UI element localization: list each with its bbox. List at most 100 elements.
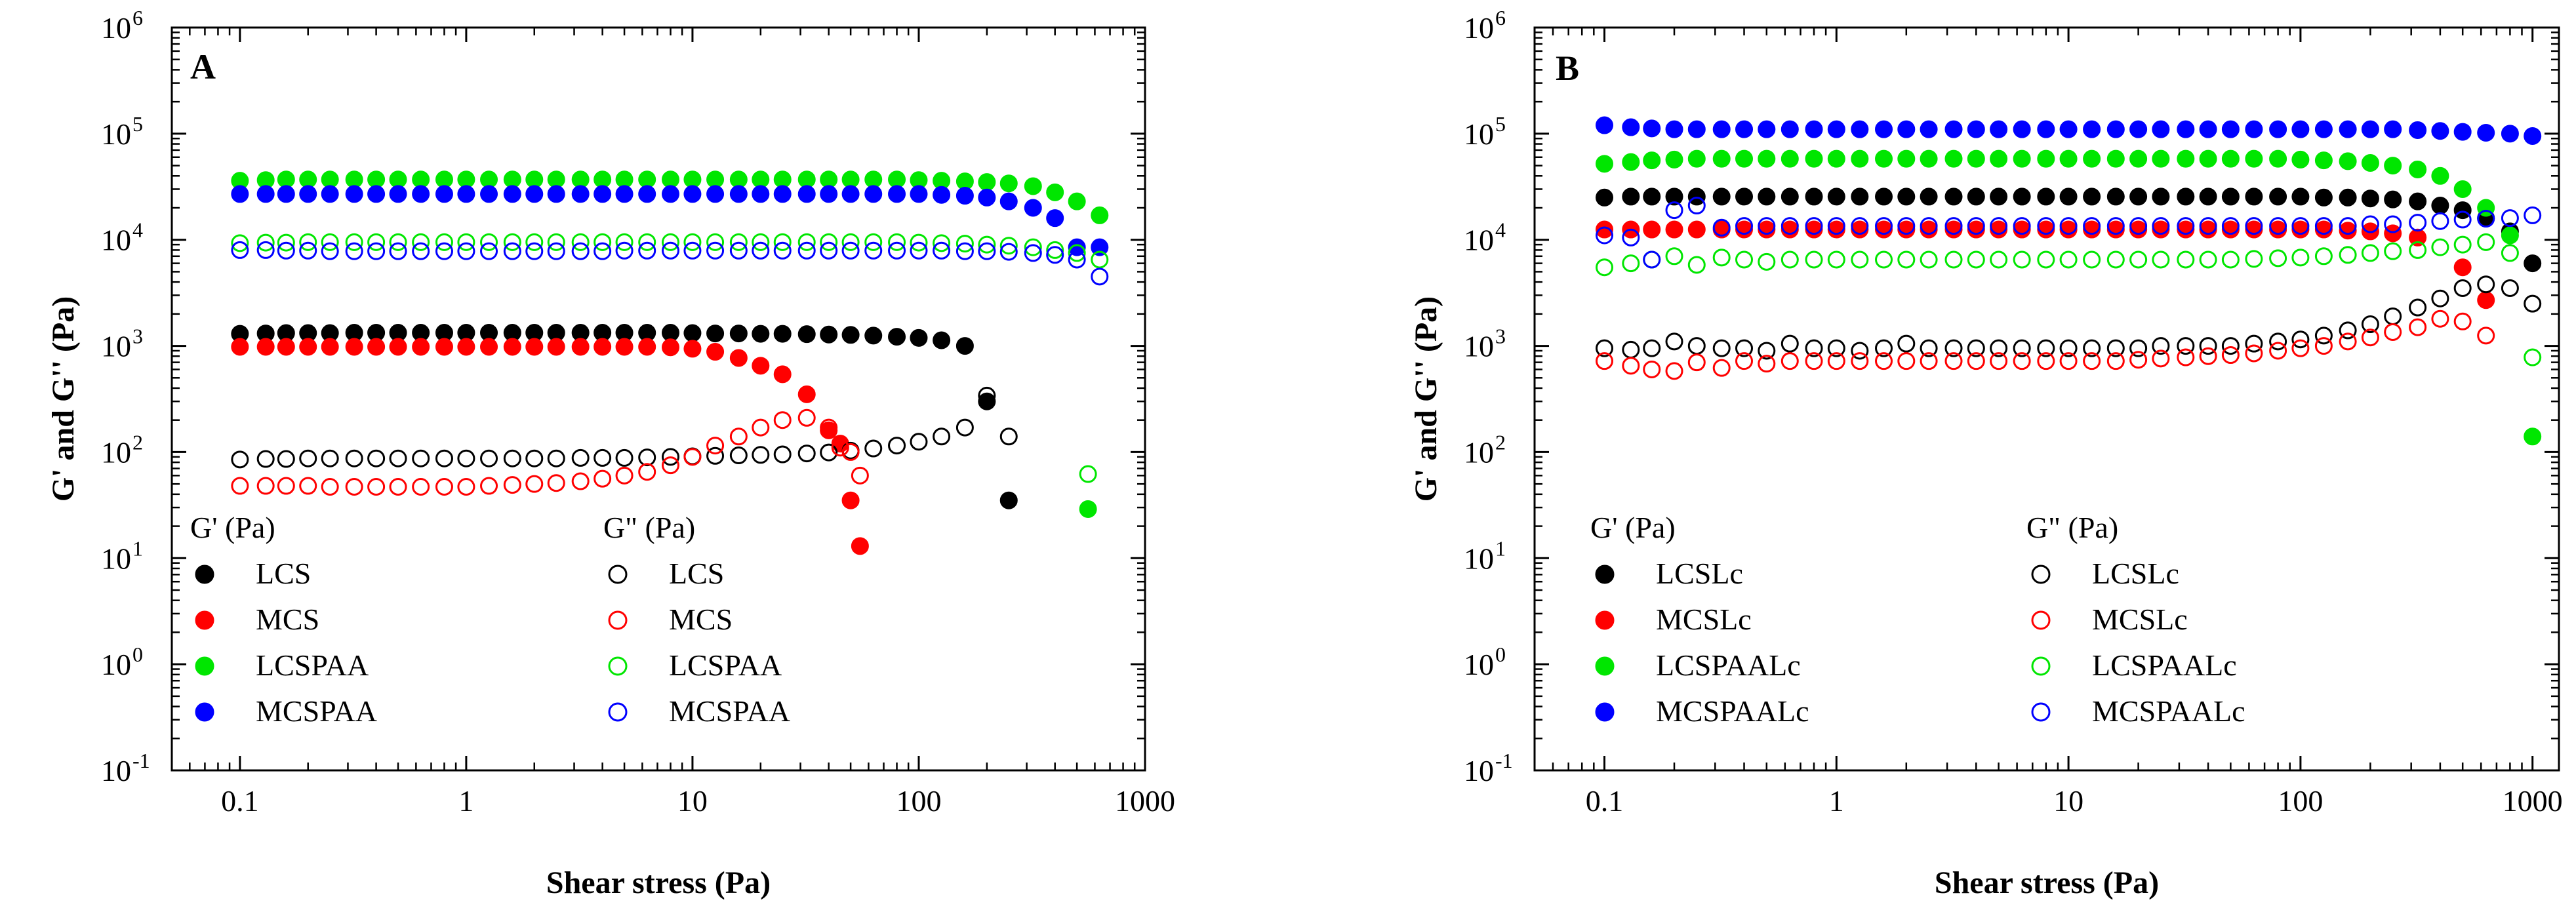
data-point [457,233,475,251]
data-point [2059,120,2078,138]
data-point [1851,352,1869,370]
data-point [2501,125,2519,143]
data-point [797,445,816,463]
data-point [2501,279,2519,298]
data-point [2199,217,2217,235]
legend-header-storage: G' (Pa) [1590,511,1676,544]
data-point [752,418,770,437]
data-point [752,357,770,375]
data-point [389,233,407,251]
data-point [1758,342,1776,360]
data-point [2431,289,2449,307]
data-point [797,185,816,203]
legend-label: MCSPAALc [1656,694,1809,728]
legend-marker-open [2031,610,2051,630]
legend-marker-open [2031,702,2051,722]
data-point [797,325,816,344]
data-point [503,476,521,494]
data-point [638,241,656,260]
data-point [729,446,748,465]
data-point [2291,120,2310,138]
data-point [277,185,295,203]
legend-marker-filled [1595,656,1615,676]
data-point [2453,201,2472,220]
data-point [2431,122,2449,140]
data-point [503,338,521,356]
data-point [1781,120,1799,138]
data-point [2361,315,2379,334]
data-point [503,449,521,467]
data-point [1875,339,1893,357]
data-point [1687,256,1706,274]
data-point [571,242,590,260]
data-point [277,241,295,260]
data-point [773,233,792,251]
data-point [457,242,475,260]
data-point [661,338,679,357]
data-point [389,478,407,496]
data-point [412,242,430,260]
data-point [1944,339,1963,357]
data-point [1068,250,1086,269]
data-point [457,185,475,203]
data-point [2245,120,2263,138]
data-point [2059,352,2078,370]
data-point [503,185,521,203]
data-point [1046,241,1064,259]
data-point [525,185,544,203]
x-tick-label: 0.1 [221,784,259,818]
data-point [2245,334,2263,353]
data-point [1827,120,1845,138]
data-point [978,173,996,191]
data-point [2477,275,2495,294]
data-point [2106,120,2125,138]
data-point [345,233,363,251]
data-point [2037,188,2055,206]
data-point [1781,352,1799,370]
data-point [773,365,792,384]
data-point [2177,120,2195,138]
data-point [2177,220,2195,239]
data-point [2013,217,2031,235]
data-point [321,449,339,467]
data-point [999,237,1018,255]
data-point [2384,157,2402,175]
data-point [978,392,996,410]
y-tick-label-exponent: 0 [132,643,143,666]
data-point [2409,241,2427,259]
data-point [2013,188,2031,206]
data-point [1622,357,1640,375]
series-mcslc-storage-modulus [1596,220,2495,309]
y-tick-label-exponent: 4 [132,218,143,242]
data-point [1920,220,1938,239]
data-point [1967,220,1985,239]
data-point [2431,238,2449,256]
data-point [683,185,702,203]
data-point [2291,150,2310,169]
data-point [435,233,453,251]
data-point [1735,339,1754,357]
data-point [1596,339,1614,357]
data-point [2453,180,2472,198]
data-point [2431,197,2449,215]
data-point [1875,250,1893,269]
series-mcspaalc-storage-modulus [1596,116,2542,145]
data-point [1046,246,1064,264]
series-lcs-loss-modulus [231,386,1018,469]
data-point [1990,188,2008,206]
data-point [435,338,453,356]
data-point [1735,149,1754,168]
y-tick-label-exponent: 2 [1495,430,1506,454]
data-point [2361,328,2379,347]
data-point [321,233,339,251]
data-point [367,449,386,467]
data-point [256,233,275,252]
data-point [435,449,453,467]
legend-label: MCSPAA [256,694,377,728]
data-point [910,433,928,451]
data-point [2106,220,2125,239]
data-point [820,418,838,437]
data-point [231,477,249,495]
legend-label: MCSPAALc [2092,694,2245,728]
data-point [525,338,544,356]
